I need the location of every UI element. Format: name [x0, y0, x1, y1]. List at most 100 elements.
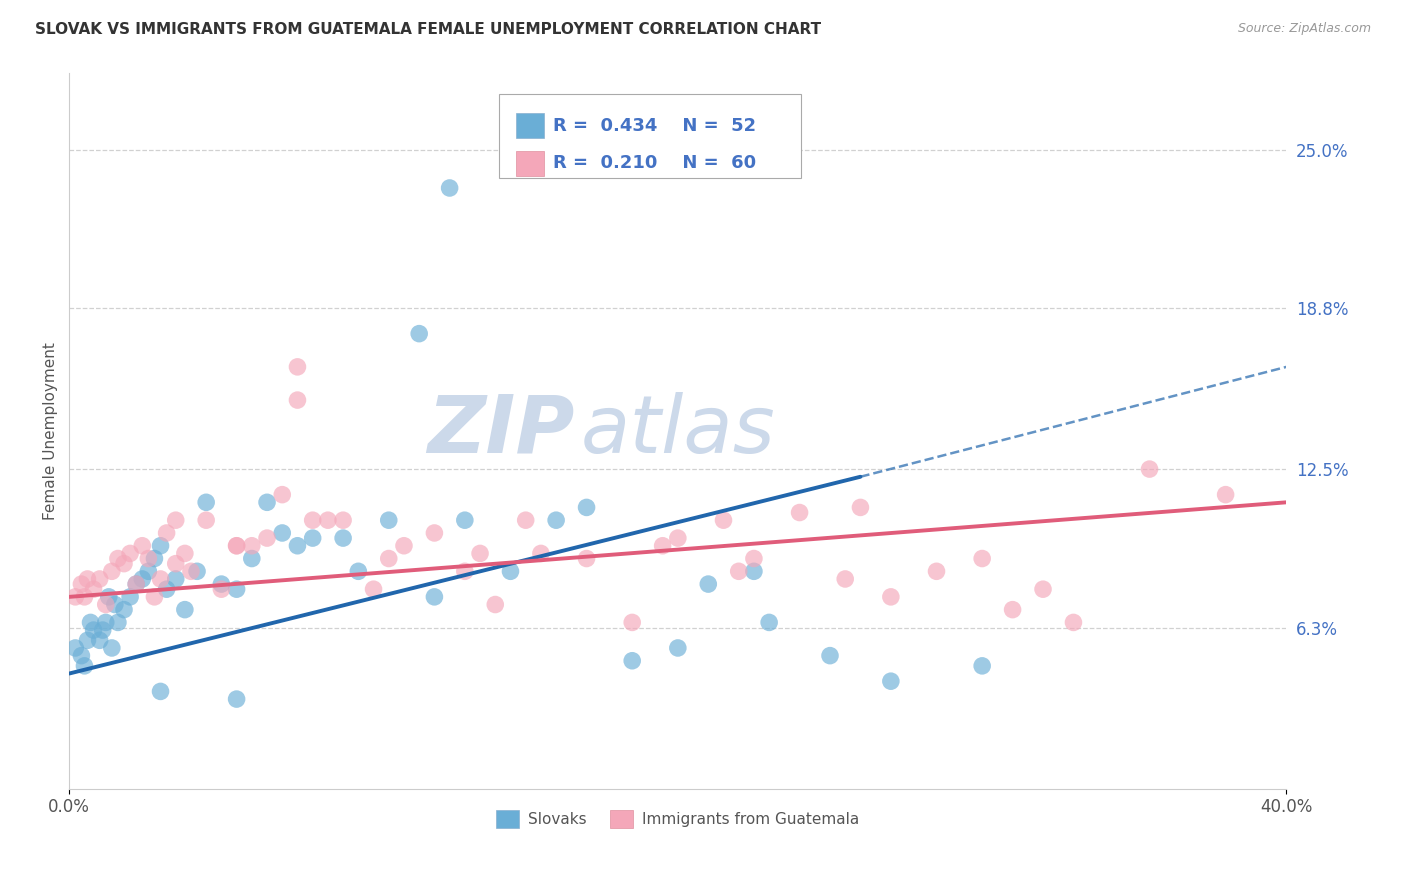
Point [287, 539, 309, 553]
Point [79, 615, 101, 630]
Point [149, 539, 172, 553]
Text: Source: ZipAtlas.com: Source: ZipAtlas.com [1237, 22, 1371, 36]
Point [240, 539, 263, 553]
Point [468, 546, 491, 560]
Point [454, 513, 477, 527]
Point [73, 658, 96, 673]
Point [332, 531, 354, 545]
Point [173, 546, 195, 560]
Text: ZIP: ZIP [427, 392, 575, 470]
Point [392, 539, 415, 553]
Point [225, 692, 247, 706]
Point [125, 577, 148, 591]
Point [83, 623, 105, 637]
Point [697, 577, 720, 591]
Text: atlas: atlas [581, 392, 775, 470]
Point [225, 582, 247, 597]
Point [91, 623, 114, 637]
Point [439, 181, 461, 195]
Point [818, 648, 841, 663]
Point [186, 564, 208, 578]
Point [143, 551, 166, 566]
Point [454, 564, 477, 578]
Point [758, 615, 780, 630]
Legend: Slovaks, Immigrants from Guatemala: Slovaks, Immigrants from Guatemala [491, 804, 866, 835]
Point [301, 513, 323, 527]
Point [834, 572, 856, 586]
Point [155, 582, 177, 597]
Point [408, 326, 430, 341]
Point [271, 488, 294, 502]
Point [880, 590, 903, 604]
Point [546, 513, 568, 527]
Point [1001, 602, 1024, 616]
Point [256, 495, 278, 509]
Point [240, 551, 263, 566]
Point [225, 539, 247, 553]
Point [332, 513, 354, 527]
Point [423, 590, 446, 604]
Point [1215, 488, 1237, 502]
Point [107, 551, 129, 566]
Point [789, 506, 811, 520]
Point [138, 564, 160, 578]
Point [287, 393, 309, 408]
Point [94, 615, 117, 630]
Point [377, 551, 399, 566]
Text: R =  0.434    N =  52: R = 0.434 N = 52 [553, 117, 755, 135]
Point [149, 684, 172, 698]
Point [73, 590, 96, 604]
Point [301, 531, 323, 545]
Point [76, 633, 98, 648]
Point [316, 513, 339, 527]
Point [621, 615, 644, 630]
Point [165, 572, 187, 586]
Point [120, 590, 142, 604]
Point [347, 564, 370, 578]
Point [271, 526, 294, 541]
Point [195, 495, 218, 509]
Point [423, 526, 446, 541]
Point [165, 557, 187, 571]
Point [125, 577, 148, 591]
Point [101, 640, 124, 655]
Point [112, 602, 135, 616]
Point [972, 551, 994, 566]
Point [925, 564, 948, 578]
Point [880, 674, 903, 689]
Point [209, 582, 232, 597]
Point [666, 640, 689, 655]
Point [575, 551, 598, 566]
Point [484, 598, 506, 612]
Point [180, 564, 202, 578]
Text: SLOVAK VS IMMIGRANTS FROM GUATEMALA FEMALE UNEMPLOYMENT CORRELATION CHART: SLOVAK VS IMMIGRANTS FROM GUATEMALA FEMA… [35, 22, 821, 37]
Point [363, 582, 385, 597]
Point [515, 513, 537, 527]
Point [70, 648, 93, 663]
Point [76, 572, 98, 586]
Point [530, 546, 553, 560]
Point [143, 590, 166, 604]
Text: R =  0.210    N =  60: R = 0.210 N = 60 [553, 154, 755, 172]
Point [575, 500, 598, 515]
Point [713, 513, 735, 527]
Point [70, 577, 93, 591]
Point [209, 577, 232, 591]
Point [727, 564, 749, 578]
Point [65, 590, 87, 604]
Point [849, 500, 872, 515]
Point [195, 513, 218, 527]
Point [120, 546, 142, 560]
Point [621, 654, 644, 668]
Point [107, 615, 129, 630]
Point [112, 557, 135, 571]
Point [1139, 462, 1161, 476]
Point [89, 572, 111, 586]
Point [149, 572, 172, 586]
Point [499, 564, 522, 578]
Point [1062, 615, 1084, 630]
Point [377, 513, 399, 527]
Point [1032, 582, 1054, 597]
Point [225, 539, 247, 553]
Point [65, 640, 87, 655]
